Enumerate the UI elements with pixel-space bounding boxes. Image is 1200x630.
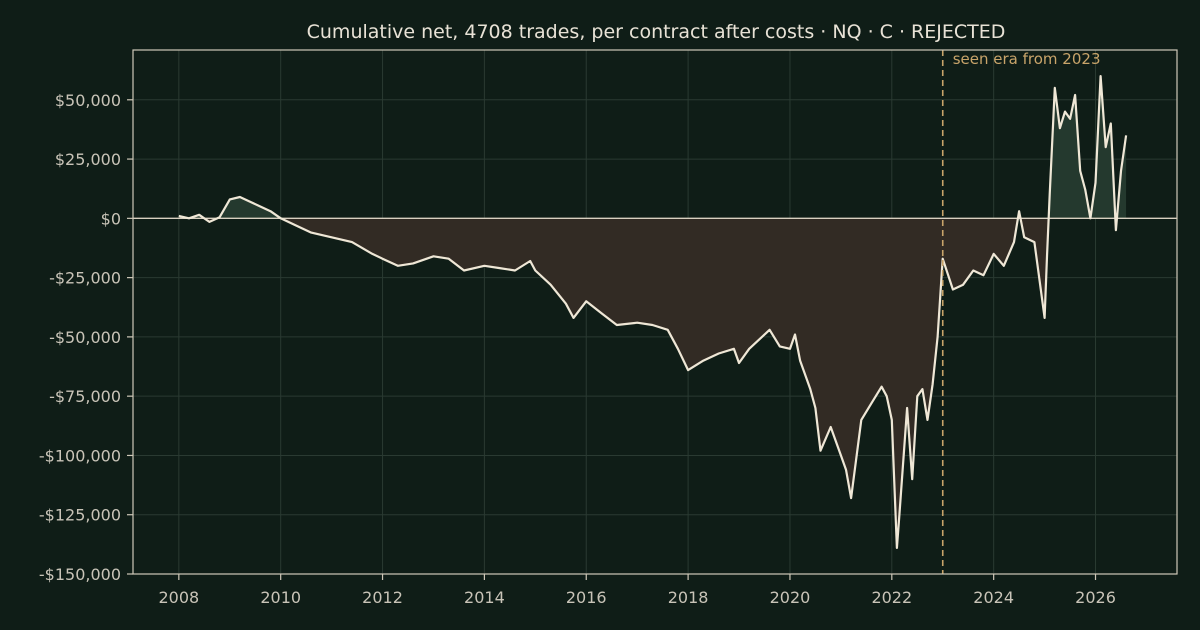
y-tick-label: -$50,000 (49, 328, 121, 347)
y-tick-label: -$125,000 (39, 506, 121, 525)
y-axis: $50,000 $25,000 $0 -$25,000 -$50,000 -$75,000… (39, 91, 133, 584)
y-tick-label: $0 (101, 209, 121, 228)
x-tick-label: 2026 (1075, 588, 1116, 607)
x-tick-label: 2010 (260, 588, 301, 607)
negative-area (178, 218, 1127, 548)
area-fill (178, 76, 1127, 548)
y-tick-label: $50,000 (55, 91, 121, 110)
x-tick-label: 2016 (566, 588, 607, 607)
x-tick-label: 2024 (973, 588, 1014, 607)
y-tick-label: $25,000 (55, 150, 121, 169)
x-tick-label: 2022 (871, 588, 912, 607)
x-tick-label: 2012 (362, 588, 403, 607)
cumulative-net-line (178, 75, 1128, 549)
y-tick-label: -$25,000 (49, 269, 121, 288)
y-tick-label: -$150,000 (39, 565, 121, 584)
y-tick-label: -$100,000 (39, 446, 121, 465)
y-tick-label: -$75,000 (49, 387, 121, 406)
annotation: seen era from 2023 (941, 50, 1101, 574)
x-axis: 2008 2010 2012 2014 2016 2018 2020 2022 2024 2026 (158, 574, 1116, 607)
x-tick-label: 2020 (770, 588, 811, 607)
plot-frame (132, 49, 1178, 575)
chart-title: Cumulative net, 4708 trades, per contrac… (307, 21, 1006, 43)
x-tick-label: 2008 (158, 588, 199, 607)
series-line (178, 75, 1128, 549)
x-tick-label: 2018 (668, 588, 709, 607)
x-tick-label: 2014 (464, 588, 505, 607)
seen-era-label: seen era from 2023 (953, 50, 1101, 68)
